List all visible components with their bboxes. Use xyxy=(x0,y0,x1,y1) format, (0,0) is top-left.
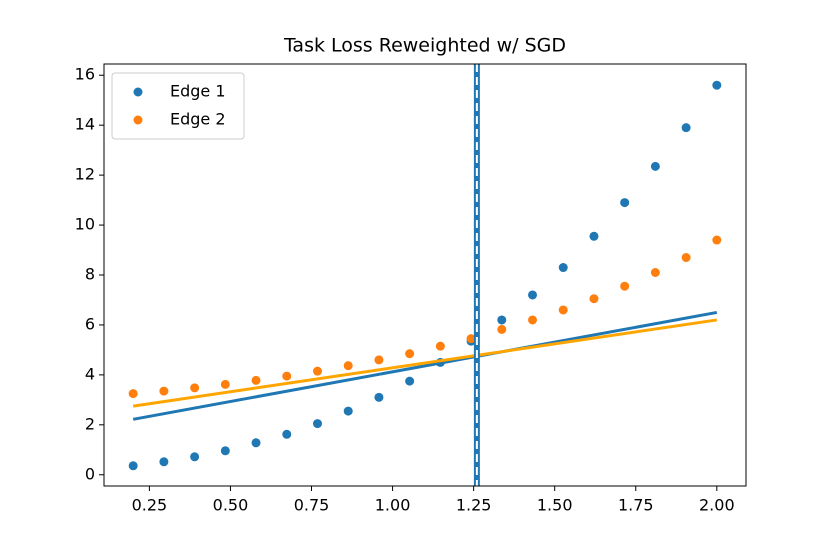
y-tick-label: 6 xyxy=(85,314,95,333)
point xyxy=(128,461,138,471)
point xyxy=(528,290,538,300)
point xyxy=(620,198,630,208)
x-tick-label: 1.75 xyxy=(618,496,654,515)
y-tick-label: 2 xyxy=(85,414,95,433)
point xyxy=(466,334,476,344)
point xyxy=(681,253,691,263)
x-tick-label: 1.50 xyxy=(537,496,573,515)
x-tick-label: 0.50 xyxy=(213,496,249,515)
y-tick-label: 4 xyxy=(85,364,95,383)
legend-box xyxy=(111,72,245,140)
point xyxy=(497,324,507,334)
point xyxy=(620,281,630,291)
point xyxy=(190,452,200,462)
x-tick-label: 2.00 xyxy=(699,496,735,515)
legend-label: Edge 2 xyxy=(170,110,226,129)
point xyxy=(312,366,322,376)
point xyxy=(435,341,445,351)
point xyxy=(343,406,353,416)
legend-marker xyxy=(133,115,143,125)
point xyxy=(589,231,599,241)
point xyxy=(497,315,507,325)
point xyxy=(190,383,200,393)
x-tick-label: 0.75 xyxy=(294,496,330,515)
point xyxy=(312,419,322,429)
point xyxy=(405,376,415,386)
y-tick-label: 8 xyxy=(85,265,95,284)
point xyxy=(251,375,261,385)
chart-title: Task Loss Reweighted w/ SGD xyxy=(283,35,566,57)
fit-line xyxy=(132,318,718,408)
x-tick-label: 1.00 xyxy=(375,496,411,515)
point xyxy=(251,438,261,448)
point xyxy=(681,123,691,133)
y-tick-label: 10 xyxy=(75,215,95,234)
x-tick-label: 1.25 xyxy=(456,496,492,515)
point xyxy=(528,315,538,325)
point xyxy=(712,235,722,245)
point xyxy=(650,161,660,171)
point xyxy=(159,457,169,467)
point xyxy=(159,386,169,396)
point xyxy=(343,361,353,371)
point xyxy=(558,263,568,273)
point xyxy=(712,80,722,90)
point xyxy=(558,305,568,315)
x-tick-label: 0.25 xyxy=(132,496,168,515)
point xyxy=(374,392,384,402)
point xyxy=(220,379,230,389)
point xyxy=(282,429,292,439)
y-tick-label: 0 xyxy=(85,464,95,483)
fit-line xyxy=(132,310,718,421)
point xyxy=(650,268,660,278)
y-tick-label: 12 xyxy=(75,165,95,184)
point xyxy=(374,355,384,365)
legend-label: Edge 1 xyxy=(170,82,226,101)
plot-frame xyxy=(103,63,747,487)
legend-marker xyxy=(133,87,143,97)
point xyxy=(128,389,138,399)
point xyxy=(220,446,230,456)
point xyxy=(405,349,415,359)
y-tick-label: 14 xyxy=(75,115,95,134)
point xyxy=(282,371,292,381)
point xyxy=(589,294,599,304)
y-tick-label: 16 xyxy=(75,65,95,84)
